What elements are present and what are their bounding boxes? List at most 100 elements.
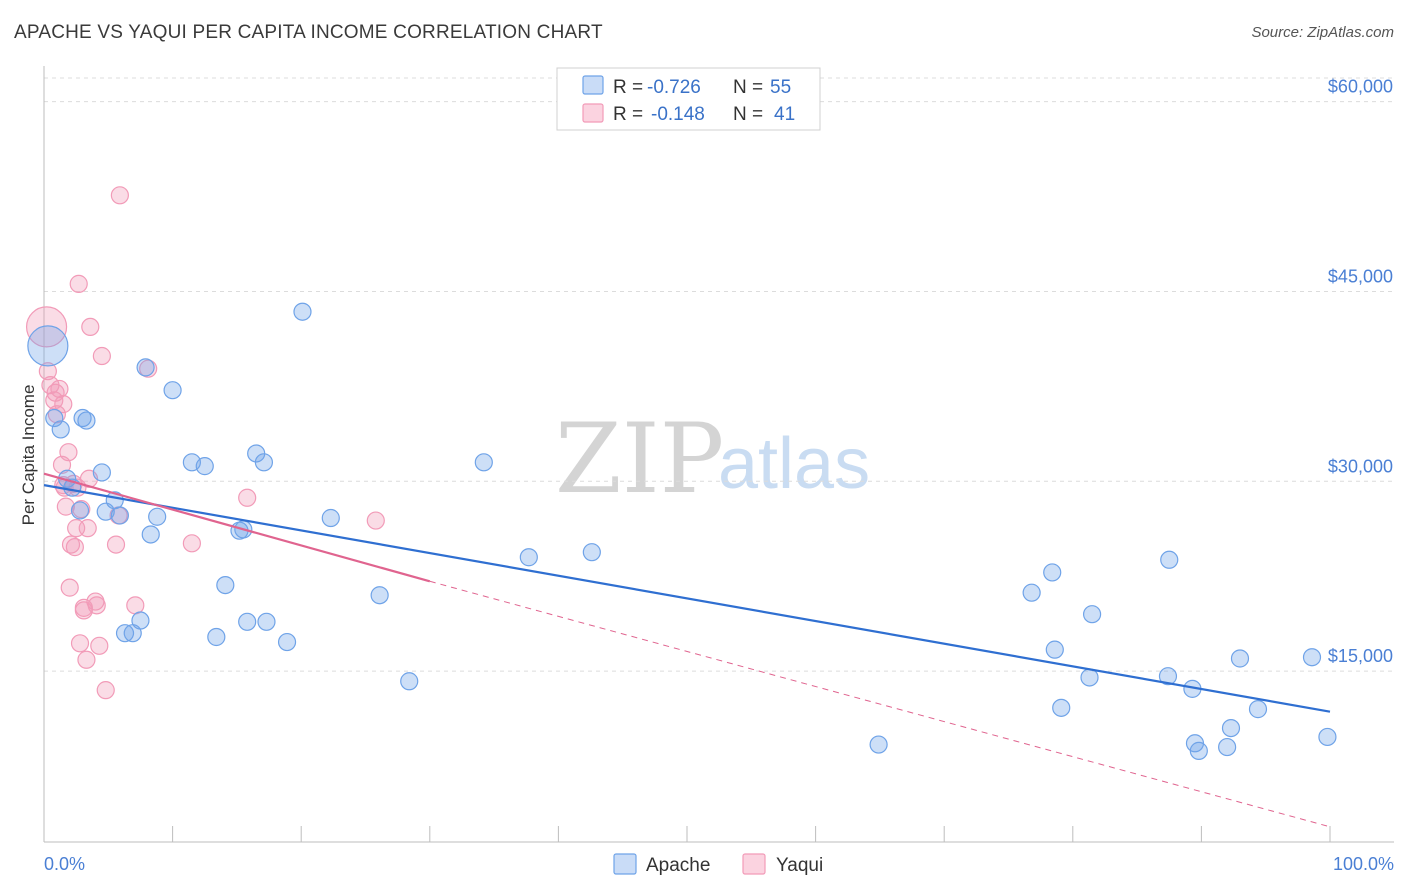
apache-point-16	[148, 507, 167, 526]
apache-point-1	[45, 408, 64, 428]
legend-apache-swatch	[582, 75, 604, 95]
apache-point-52	[1302, 648, 1322, 667]
apache-point-34	[519, 548, 538, 567]
yaqui-point-38	[238, 488, 257, 507]
apache-point-7	[92, 463, 111, 482]
bottom-legend-yaqui-swatch	[742, 853, 766, 875]
bottom-legend-apache-label: Apache	[646, 855, 710, 876]
yaqui-point-15	[65, 538, 84, 557]
legend-apache-n-label: N =	[733, 77, 763, 98]
y-tick-labels: $15,000 $30,000 $45,000 $60,000	[1328, 77, 1393, 667]
apache-point-15	[141, 525, 160, 544]
apache-point-17	[163, 381, 182, 400]
apache-point-50	[1230, 649, 1250, 668]
legend-yaqui-r-label: R =	[613, 104, 643, 125]
yaqui-point-0	[25, 306, 68, 348]
yaqui-point-31	[96, 681, 115, 700]
yaqui-point-29	[90, 636, 109, 655]
apache-point-13	[131, 611, 150, 630]
x-tick-marks	[43, 826, 1331, 842]
top-legend: R = -0.726 N = 55 R = -0.148 N = 41	[556, 67, 821, 131]
apache-point-20	[207, 627, 226, 647]
yaqui-point-12	[60, 578, 79, 597]
trend-lines	[43, 472, 1331, 828]
apache-point-26	[254, 453, 274, 472]
watermark-zip: ZIP	[555, 403, 724, 515]
yaqui-trend-line-solid	[43, 472, 431, 583]
apache-point-27	[257, 612, 276, 631]
yaqui-point-3	[45, 391, 64, 410]
legend-yaqui-n-value: 41	[774, 104, 795, 125]
apache-point-51	[1248, 700, 1268, 719]
apache-point-41	[1080, 668, 1099, 687]
y-tick-label-1: $30,000	[1328, 456, 1393, 476]
apache-point-28	[277, 632, 297, 652]
yaqui-point-11	[59, 443, 78, 462]
apache-trend-line	[43, 484, 1331, 713]
x-tick-label-max: 100.0%	[1333, 854, 1394, 874]
yaqui-point-18	[69, 274, 88, 293]
yaqui-point-20	[72, 500, 91, 519]
apache-point-42	[1082, 605, 1102, 624]
yaqui-point-30	[92, 346, 111, 366]
apache-point-35	[582, 543, 601, 562]
apache-point-36	[869, 735, 888, 754]
watermark-atlas: atlas	[718, 424, 870, 504]
yaqui-point-35	[126, 596, 145, 615]
apache-point-14	[136, 358, 155, 377]
apache-point-54	[73, 408, 92, 428]
apache-point-33	[474, 453, 493, 472]
apache-point-53	[1318, 727, 1337, 747]
apache-point-47	[1189, 741, 1208, 760]
apache-point-43	[1158, 667, 1178, 686]
apache-point-32	[400, 672, 419, 691]
apache-point-38	[1043, 563, 1062, 582]
apache-point-44	[1160, 550, 1179, 569]
yaqui-point-34	[110, 186, 129, 205]
apache-point-5	[70, 501, 90, 520]
yaqui-trend-line-dashed	[429, 580, 1331, 828]
yaqui-point-32	[106, 535, 126, 554]
yaqui-point-39	[366, 511, 385, 530]
yaqui-point-10	[56, 497, 75, 516]
bottom-legend-apache-swatch	[613, 853, 637, 875]
apache-point-10	[110, 506, 129, 525]
apache-point-49	[1221, 718, 1241, 738]
apache-point-19	[195, 457, 214, 476]
grid-lines	[44, 77, 1394, 672]
yaqui-point-24	[78, 519, 97, 538]
apache-point-11	[115, 624, 135, 643]
y-tick-label-2: $45,000	[1328, 266, 1393, 286]
yaqui-point-23	[77, 650, 96, 669]
apache-point-0	[27, 325, 69, 367]
apache-point-37	[1022, 583, 1041, 602]
yaqui-point-1	[38, 362, 57, 381]
yaqui-point-28	[87, 596, 106, 615]
bottom-legend: Apache Yaqui	[613, 853, 823, 876]
y-tick-label-3: $60,000	[1328, 77, 1393, 97]
y-axis-title: Per Capita Income	[19, 385, 38, 526]
legend-apache-r-value: -0.726	[647, 77, 701, 98]
apache-points	[27, 302, 1337, 760]
apache-point-30	[321, 508, 340, 528]
x-tick-label-min: 0.0%	[44, 854, 85, 874]
axes	[43, 66, 1394, 843]
apache-point-2	[51, 420, 70, 439]
yaqui-point-19	[70, 634, 90, 653]
bottom-legend-yaqui-label: Yaqui	[776, 855, 823, 876]
apache-point-21	[216, 575, 235, 595]
apache-point-40	[1052, 698, 1071, 717]
apache-point-24	[238, 612, 257, 631]
source-credit: Source: ZipAtlas.com	[1251, 24, 1394, 41]
yaqui-point-37	[182, 534, 201, 553]
legend-apache-n-value: 55	[770, 77, 791, 98]
apache-point-48	[1218, 737, 1237, 757]
chart-title: APACHE VS YAQUI PER CAPITA INCOME CORREL…	[14, 22, 603, 43]
yaqui-point-40	[46, 383, 65, 402]
yaqui-points	[25, 186, 385, 700]
legend-yaqui-swatch	[582, 103, 604, 123]
apache-point-29	[293, 302, 312, 321]
legend-yaqui-r-value: -0.148	[651, 104, 705, 125]
legend-yaqui-n-label: N =	[733, 104, 763, 125]
